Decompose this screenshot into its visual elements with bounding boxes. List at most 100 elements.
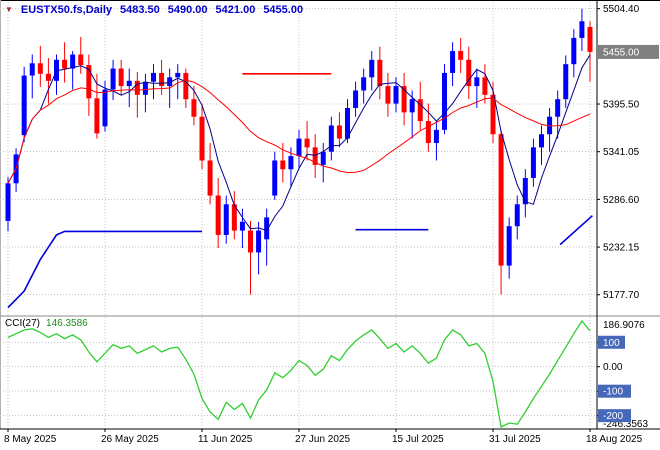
date-axis-label: 31 Jul 2025 — [489, 434, 541, 445]
cci-line — [7, 319, 591, 428]
candle-body-bear — [207, 160, 213, 196]
candle-body-bear — [37, 63, 43, 74]
candle-body-bull — [102, 89, 108, 127]
candle-body-bull — [110, 68, 116, 90]
candle-body-bear — [45, 73, 51, 81]
price-chart-surface[interactable] — [0, 0, 597, 316]
candle-body-bull — [223, 204, 229, 235]
price-axis-label: 5232.15 — [603, 243, 640, 254]
candle-body-bear — [159, 72, 165, 87]
candle-body-bull — [369, 59, 375, 78]
indicator-chart-surface[interactable] — [0, 317, 597, 429]
time-axis-area[interactable] — [0, 429, 660, 450]
candle-body-bear — [466, 59, 472, 87]
support-segment-3 — [559, 215, 593, 246]
candle-body-bull — [296, 138, 302, 157]
candle-body-bull — [167, 77, 173, 87]
date-axis-label: 27 Jun 2025 — [295, 434, 350, 445]
ohlc-high-value: 5490.00 — [167, 4, 208, 16]
indicator-level-label: -200 — [603, 411, 623, 422]
chart-header: ▼ EUSTX50.fs,Daily 5483.50 5490.00 5421.… — [5, 4, 303, 16]
candle-body-bull — [21, 75, 27, 136]
candle-body-bear — [417, 99, 423, 122]
candle-body-bull — [328, 125, 334, 152]
price-axis-area[interactable] — [597, 0, 660, 429]
candle-body-bear — [587, 26, 593, 52]
symbol-period-label: EUSTX50.fs,Daily — [20, 4, 113, 16]
indicator-level-label: 0.00 — [603, 362, 623, 373]
candle-body-bear — [94, 98, 100, 134]
candle-body-bear — [425, 121, 431, 143]
candle-body-bull — [256, 230, 262, 253]
candle-body-bear — [62, 59, 68, 69]
candle-body-bull — [175, 72, 181, 78]
indicator-name-label: CCI(27) — [5, 318, 41, 329]
candle-body-bull — [29, 63, 35, 76]
ohlc-open-value: 5483.50 — [120, 4, 160, 16]
date-axis-label: 15 Jul 2025 — [392, 434, 444, 445]
price-axis-label: 5341.05 — [603, 147, 640, 158]
candle-body-bull — [563, 64, 569, 100]
candle-body-bear — [183, 72, 189, 100]
candle-body-bull — [409, 99, 415, 113]
candle-body-bull — [142, 81, 148, 95]
current-price-label: 5455.00 — [603, 47, 640, 58]
candle-body-bear — [385, 86, 391, 104]
candle-body-bear — [231, 204, 237, 231]
date-axis-label: 18 Aug 2025 — [586, 434, 643, 445]
candle-body-bull — [442, 72, 447, 130]
candle-body-bear — [86, 65, 92, 99]
candle-body-bull — [393, 86, 399, 104]
ma-fast-line — [7, 54, 591, 232]
candle-body-bull — [579, 21, 585, 38]
candle-body-bear — [78, 54, 84, 66]
indicator-header: CCI(27) 146.3586 — [5, 318, 88, 329]
indicator-level-label: 100 — [603, 338, 620, 349]
candle-body-bear — [482, 77, 488, 95]
indicator-min-label: -246.3563 — [603, 419, 648, 430]
candle-body-bear — [401, 86, 407, 113]
candle-body-bull — [126, 80, 132, 87]
candle-body-bull — [506, 226, 512, 266]
candle-body-bull — [151, 72, 156, 82]
candle-body-bull — [345, 107, 350, 139]
candle-body-bull — [555, 99, 561, 117]
date-axis-label: 8 May 2025 — [4, 434, 57, 445]
candle-body-bull — [450, 51, 456, 73]
candle-body-bull — [474, 77, 480, 87]
date-axis-label: 26 May 2025 — [101, 434, 159, 445]
candle-body-bull — [571, 37, 577, 65]
candle-body-bull — [539, 134, 544, 148]
candle-body-bear — [248, 230, 253, 253]
candle-body-bull — [70, 54, 76, 69]
candle-body-bull — [353, 90, 359, 108]
indicator-value-label: 146.3586 — [46, 318, 88, 329]
indicator-level-box — [598, 384, 631, 398]
candle-body-bear — [458, 51, 464, 60]
candle-body-bear — [199, 116, 205, 161]
candle-body-bear — [498, 134, 504, 266]
candle-body-bull — [361, 77, 367, 91]
candle-body-bear — [191, 99, 197, 117]
candle-body-bear — [280, 160, 286, 170]
price-axis-label: 5504.40 — [603, 4, 640, 15]
candle-body-bull — [433, 129, 439, 143]
candle-body-bear — [336, 125, 342, 139]
candle-body-bull — [522, 178, 528, 205]
indicator-level-label: -100 — [603, 387, 623, 398]
candle-body-bull — [264, 217, 270, 240]
price-axis-label: 5395.50 — [603, 100, 640, 111]
price-axis-label: 5177.70 — [603, 290, 640, 301]
current-price-box — [598, 44, 659, 59]
support-segment-1 — [7, 230, 202, 309]
ohlc-close-value: 5455.00 — [263, 4, 304, 16]
candle-body-bull — [320, 151, 326, 165]
indicator-max-label: 186.9076 — [603, 320, 645, 331]
indicator-level-box — [598, 335, 625, 349]
indicator-level-box — [598, 409, 631, 423]
candle-body-bear — [377, 59, 383, 87]
candle-body-bear — [490, 94, 496, 135]
